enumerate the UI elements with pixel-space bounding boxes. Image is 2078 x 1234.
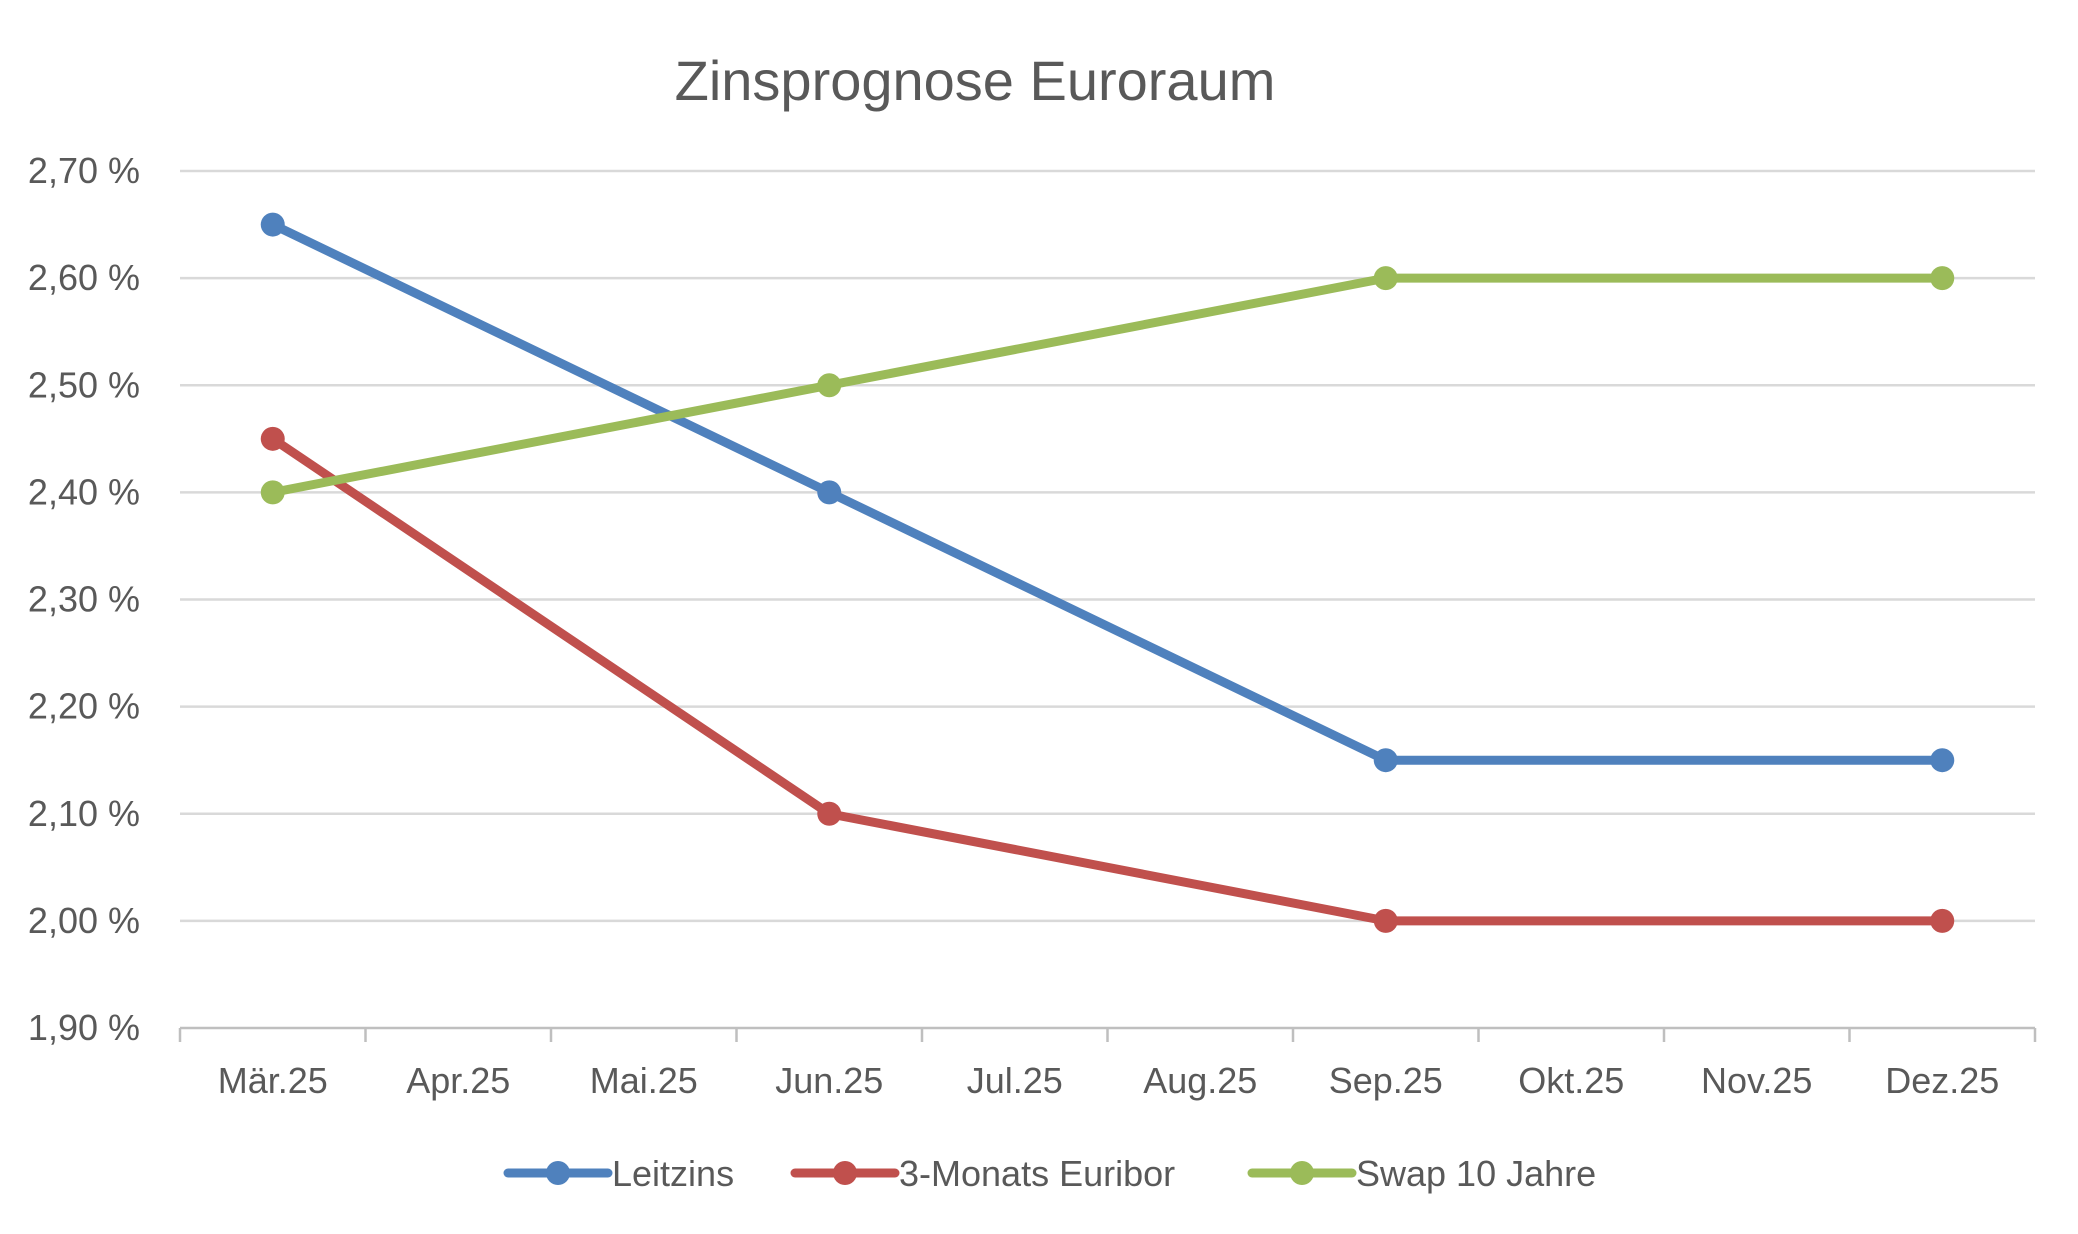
- legend-swatch-marker: [833, 1161, 857, 1185]
- legend-entry: Leitzins: [503, 1153, 734, 1194]
- x-tick-label: Jun.25: [775, 1060, 883, 1101]
- series-1: [260, 426, 1955, 933]
- x-tick-label: Okt.25: [1518, 1060, 1624, 1101]
- data-point: [1930, 266, 1955, 291]
- y-tick-label: 2,70 %: [28, 150, 140, 191]
- y-tick-label: 1,90 %: [28, 1007, 140, 1048]
- y-tick-label: 2,50 %: [28, 364, 140, 405]
- y-tick-label: 2,10 %: [28, 793, 140, 834]
- chart-title: Zinsprognose Euroraum: [675, 49, 1276, 112]
- x-axis-tick-labels: Mär.25 Apr.25 Mai.25 Jun.25 Jul.25 Aug.25 Sep.…: [218, 1060, 2000, 1101]
- y-tick-label: 2,30 %: [28, 579, 140, 620]
- x-tick-label: Aug.25: [1143, 1060, 1257, 1101]
- data-point: [1930, 908, 1955, 933]
- data-point: [260, 480, 285, 505]
- y-tick-label: 2,60 %: [28, 257, 140, 298]
- data-point: [1373, 748, 1398, 773]
- x-tick-label: Apr.25: [406, 1060, 510, 1101]
- data-point: [260, 212, 285, 237]
- data-point: [1930, 748, 1955, 773]
- y-axis-tick-labels: 1,90 % 2,00 % 2,10 % 2,20 % 2,30 % 2,40 % 2,50…: [28, 150, 140, 1048]
- series-0: [260, 212, 1955, 773]
- legend: Leitzins 3-Monats Euribor Swap 10 Jahre: [503, 1153, 1596, 1194]
- legend-entry: 3-Monats Euribor: [790, 1153, 1175, 1194]
- legend-swatch-marker: [1290, 1161, 1314, 1185]
- y-tick-label: 2,00 %: [28, 900, 140, 941]
- y-tick-label: 2,40 %: [28, 471, 140, 512]
- data-point: [260, 426, 285, 451]
- x-tick-label: Sep.25: [1329, 1060, 1443, 1101]
- series-2: [260, 266, 1955, 505]
- x-tick-label: Mär.25: [218, 1060, 328, 1101]
- series-group: [260, 212, 1955, 933]
- legend-label: Leitzins: [612, 1153, 734, 1194]
- legend-entry: Swap 10 Jahre: [1247, 1153, 1596, 1194]
- series-line: [268, 434, 1947, 926]
- x-tick-label: Jul.25: [967, 1060, 1063, 1101]
- y-tick-label: 2,20 %: [28, 686, 140, 727]
- legend-label: Swap 10 Jahre: [1356, 1153, 1596, 1194]
- gridlines: [180, 169, 2035, 923]
- data-point: [1373, 266, 1398, 291]
- data-point: [817, 373, 842, 398]
- data-point: [817, 801, 842, 826]
- series-line: [268, 273, 1947, 497]
- legend-label: 3-Monats Euribor: [899, 1153, 1175, 1194]
- x-tick-label: Dez.25: [1885, 1060, 1999, 1101]
- x-tick-label: Mai.25: [590, 1060, 698, 1101]
- legend-swatch-marker: [546, 1161, 570, 1185]
- series-line: [268, 220, 1947, 765]
- x-tick-label: Nov.25: [1701, 1060, 1812, 1101]
- data-point: [817, 480, 842, 505]
- data-point: [1373, 908, 1398, 933]
- axes: [178, 1026, 2037, 1042]
